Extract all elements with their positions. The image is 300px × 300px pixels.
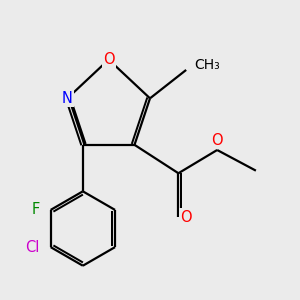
Text: O: O	[103, 52, 115, 67]
Text: Cl: Cl	[26, 240, 40, 255]
Text: F: F	[32, 202, 40, 217]
Text: O: O	[180, 210, 192, 225]
Text: N: N	[62, 91, 73, 106]
Text: O: O	[211, 133, 223, 148]
Text: CH₃: CH₃	[194, 58, 220, 72]
